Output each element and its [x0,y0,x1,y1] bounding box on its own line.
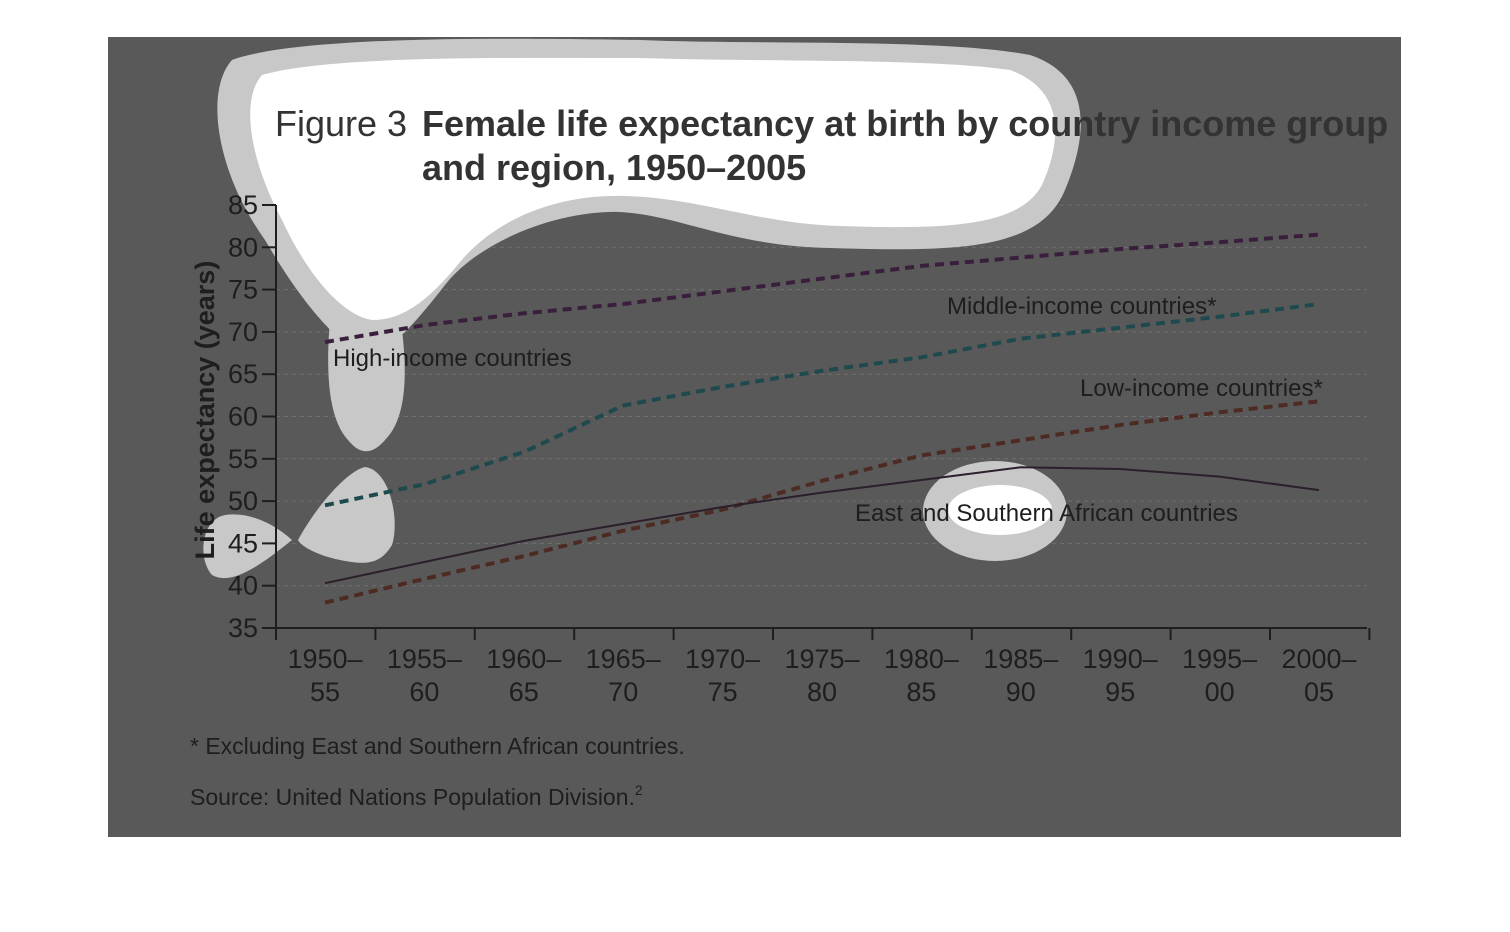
y-tick-label: 75 [228,275,258,305]
y-tick-label: 70 [228,317,258,347]
x-tick-label: 75 [708,677,738,707]
x-tick-label: 1960– [486,644,561,674]
highlight-overlays [203,38,1081,579]
series-label-middle-income: Middle-income countries* [947,293,1216,320]
figure-number: Figure 3 [275,103,407,144]
x-tick-label: 05 [1304,677,1334,707]
series-lines [324,232,1320,605]
series-label-east-southern-africa: East and Southern African countries [855,500,1238,527]
chart-title-line-1: Female life expectancy at birth by count… [422,103,1388,144]
source-text: Source: United Nations Population Divisi… [190,784,635,810]
x-tick-label: 00 [1205,677,1235,707]
source-note: Source: United Nations Population Divisi… [190,782,643,810]
source-superscript: 2 [635,782,643,798]
x-tick-label: 95 [1105,677,1135,707]
y-tick-label: 40 [228,571,258,601]
x-tick-label: 85 [906,677,936,707]
y-tick-label: 35 [228,613,258,643]
y-tick-label: 60 [228,402,258,432]
x-tick-label: 60 [409,677,439,707]
label-highlight-vertical [328,320,405,452]
x-tick-label: 1950– [287,644,362,674]
y-tick-label: 45 [228,528,258,558]
x-tick-label: 1970– [685,644,760,674]
x-tick-label: 70 [608,677,638,707]
x-tick-label: 55 [310,677,340,707]
series-label-high-income: High-income countries [333,345,572,372]
y-tick-label: 50 [228,486,258,516]
y-tick-label: 55 [228,444,258,474]
title-highlight-inner [250,57,1056,320]
y-tick-label: 85 [228,190,258,220]
x-tick-label: 90 [1006,677,1036,707]
series-line-3 [324,466,1320,585]
x-tick-label: 1990– [1083,644,1158,674]
y-tick-label: 65 [228,359,258,389]
footnote: * Excluding East and Southern African co… [190,733,685,759]
series-label-low-income: Low-income countries* [1080,375,1323,402]
bowtie-highlight-right [298,467,395,563]
x-tick-label: 1995– [1182,644,1257,674]
x-tick-label: 2000– [1281,644,1356,674]
y-tick-label: 80 [228,232,258,262]
x-tick-label: 1985– [983,644,1058,674]
series-line-1 [324,302,1320,508]
x-tick-label: 1980– [884,644,959,674]
y-axis-label: Life expectancy (years) [190,261,220,560]
ring-highlight-inner [948,485,1052,535]
axes: 35404550556065707580851950–551955–601960… [228,190,1371,707]
x-tick-label: 80 [807,677,837,707]
chart-title-line-2: and region, 1950–2005 [422,147,806,188]
x-tick-label: 1975– [784,644,859,674]
x-tick-label: 1965– [586,644,661,674]
x-tick-label: 1955– [387,644,462,674]
bowtie-highlight-left [203,514,292,579]
x-tick-label: 65 [509,677,539,707]
